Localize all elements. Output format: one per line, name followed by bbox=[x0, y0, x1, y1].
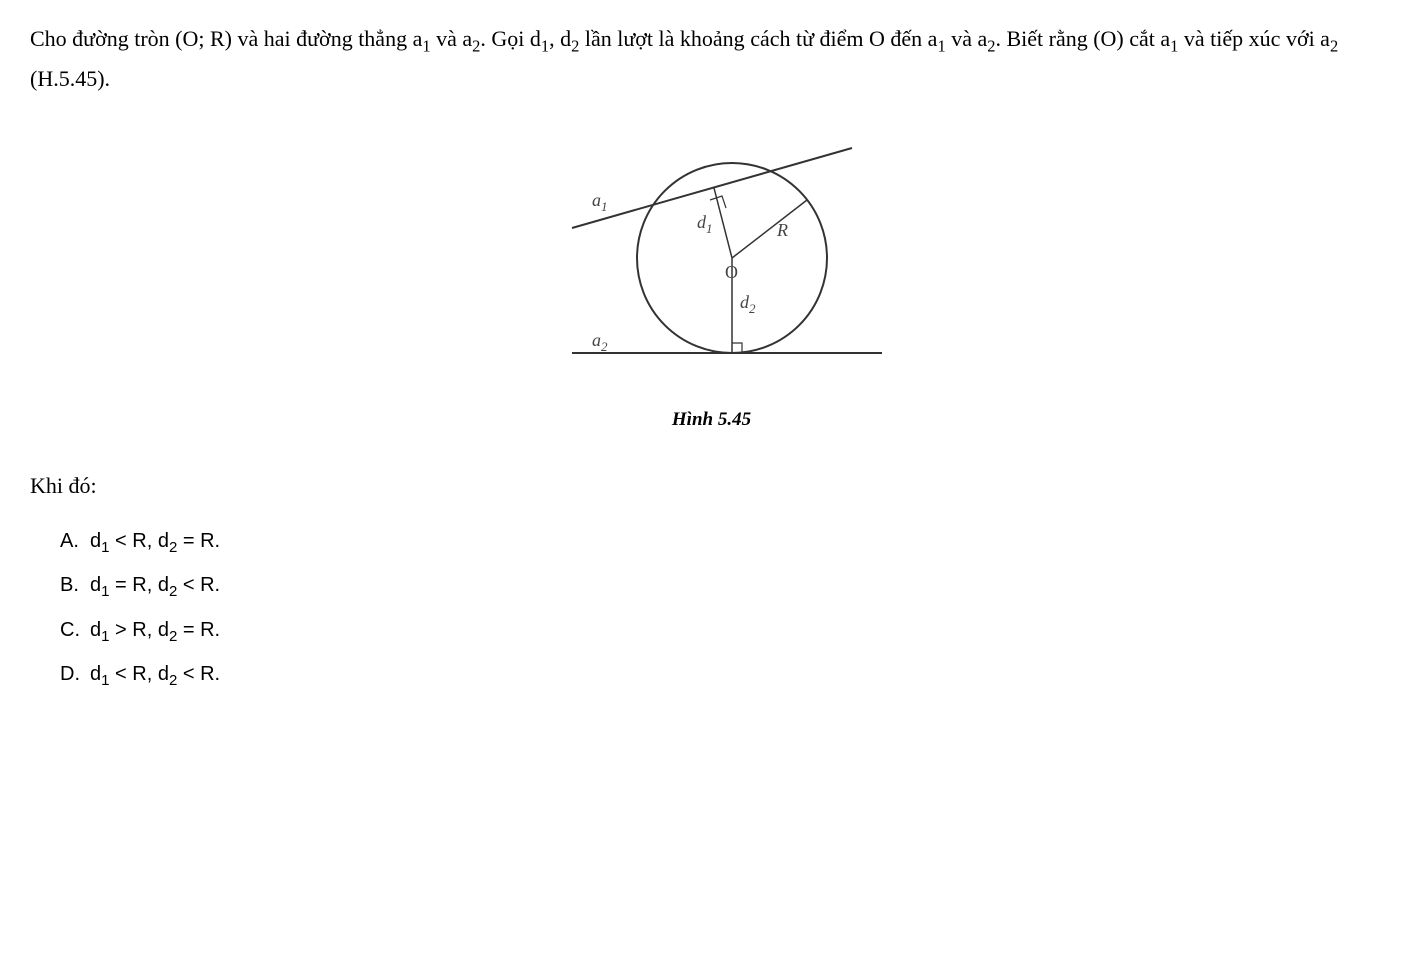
problem-text-5: lần lượt là khoảng bbox=[579, 26, 744, 51]
svg-text:d2: d2 bbox=[740, 292, 756, 316]
svg-text:O: O bbox=[725, 262, 738, 282]
problem-text-10: (H.5.45). bbox=[30, 66, 110, 91]
sub-1: 1 bbox=[422, 36, 430, 55]
figure-container: a1 a2 d1 d2O R Hình 5.45 bbox=[30, 128, 1393, 437]
option-d-r2: < R. bbox=[177, 663, 220, 685]
options-list: A.d1 < R, d2 = R. B.d1 = R, d2 < R. C.d1… bbox=[30, 524, 1393, 694]
option-b-letter: B. bbox=[60, 568, 90, 602]
option-b-d1: d bbox=[90, 574, 101, 596]
option-a-r2: = R. bbox=[177, 530, 220, 552]
problem-text-2: và a bbox=[431, 26, 473, 51]
option-a-r1: < R, d bbox=[109, 530, 168, 552]
sub-8: 2 bbox=[1330, 36, 1338, 55]
svg-text:a1: a1 bbox=[592, 190, 608, 214]
option-a: A.d1 < R, d2 = R. bbox=[60, 524, 1393, 561]
option-b: B.d1 = R, d2 < R. bbox=[60, 568, 1393, 605]
svg-text:a2: a2 bbox=[592, 330, 608, 354]
problem-text-4: , d bbox=[549, 26, 571, 51]
question-label: Khi đó: bbox=[30, 467, 1393, 504]
problem-text-7: và a bbox=[946, 26, 988, 51]
option-c-r2: = R. bbox=[177, 619, 220, 641]
problem-text-3: . Gọi d bbox=[480, 26, 541, 51]
problem-statement: Cho đường tròn (O; R) và hai đường thẳng… bbox=[30, 20, 1393, 98]
geometry-diagram: a1 a2 d1 d2O R bbox=[522, 128, 902, 388]
figure-caption: Hình 5.45 bbox=[522, 404, 902, 436]
problem-text-6: cách từ điểm O đến a bbox=[750, 26, 937, 51]
sub-3: 1 bbox=[541, 36, 549, 55]
sub-5: 1 bbox=[937, 36, 945, 55]
option-d-d1: d bbox=[90, 663, 101, 685]
option-c-r1: > R, d bbox=[109, 619, 168, 641]
option-a-d1: d bbox=[90, 530, 101, 552]
option-a-letter: A. bbox=[60, 524, 90, 558]
option-b-r1: = R, d bbox=[109, 574, 168, 596]
problem-text-9: và tiếp xúc với a bbox=[1178, 26, 1330, 51]
option-d: D.d1 < R, d2 < R. bbox=[60, 657, 1393, 694]
svg-text:R: R bbox=[776, 220, 788, 240]
option-c-d1: d bbox=[90, 619, 101, 641]
option-d-letter: D. bbox=[60, 657, 90, 691]
option-c-letter: C. bbox=[60, 613, 90, 647]
option-b-r2: < R. bbox=[177, 574, 220, 596]
option-c: C.d1 > R, d2 = R. bbox=[60, 613, 1393, 650]
problem-text-1: Cho đường tròn (O; R) và hai đường thẳng… bbox=[30, 26, 422, 51]
problem-text-8: . Biết rằng (O) cắt a bbox=[995, 26, 1170, 51]
svg-text:d1: d1 bbox=[697, 212, 713, 236]
figure-box: a1 a2 d1 d2O R Hình 5.45 bbox=[522, 128, 902, 437]
option-d-r1: < R, d bbox=[109, 663, 168, 685]
